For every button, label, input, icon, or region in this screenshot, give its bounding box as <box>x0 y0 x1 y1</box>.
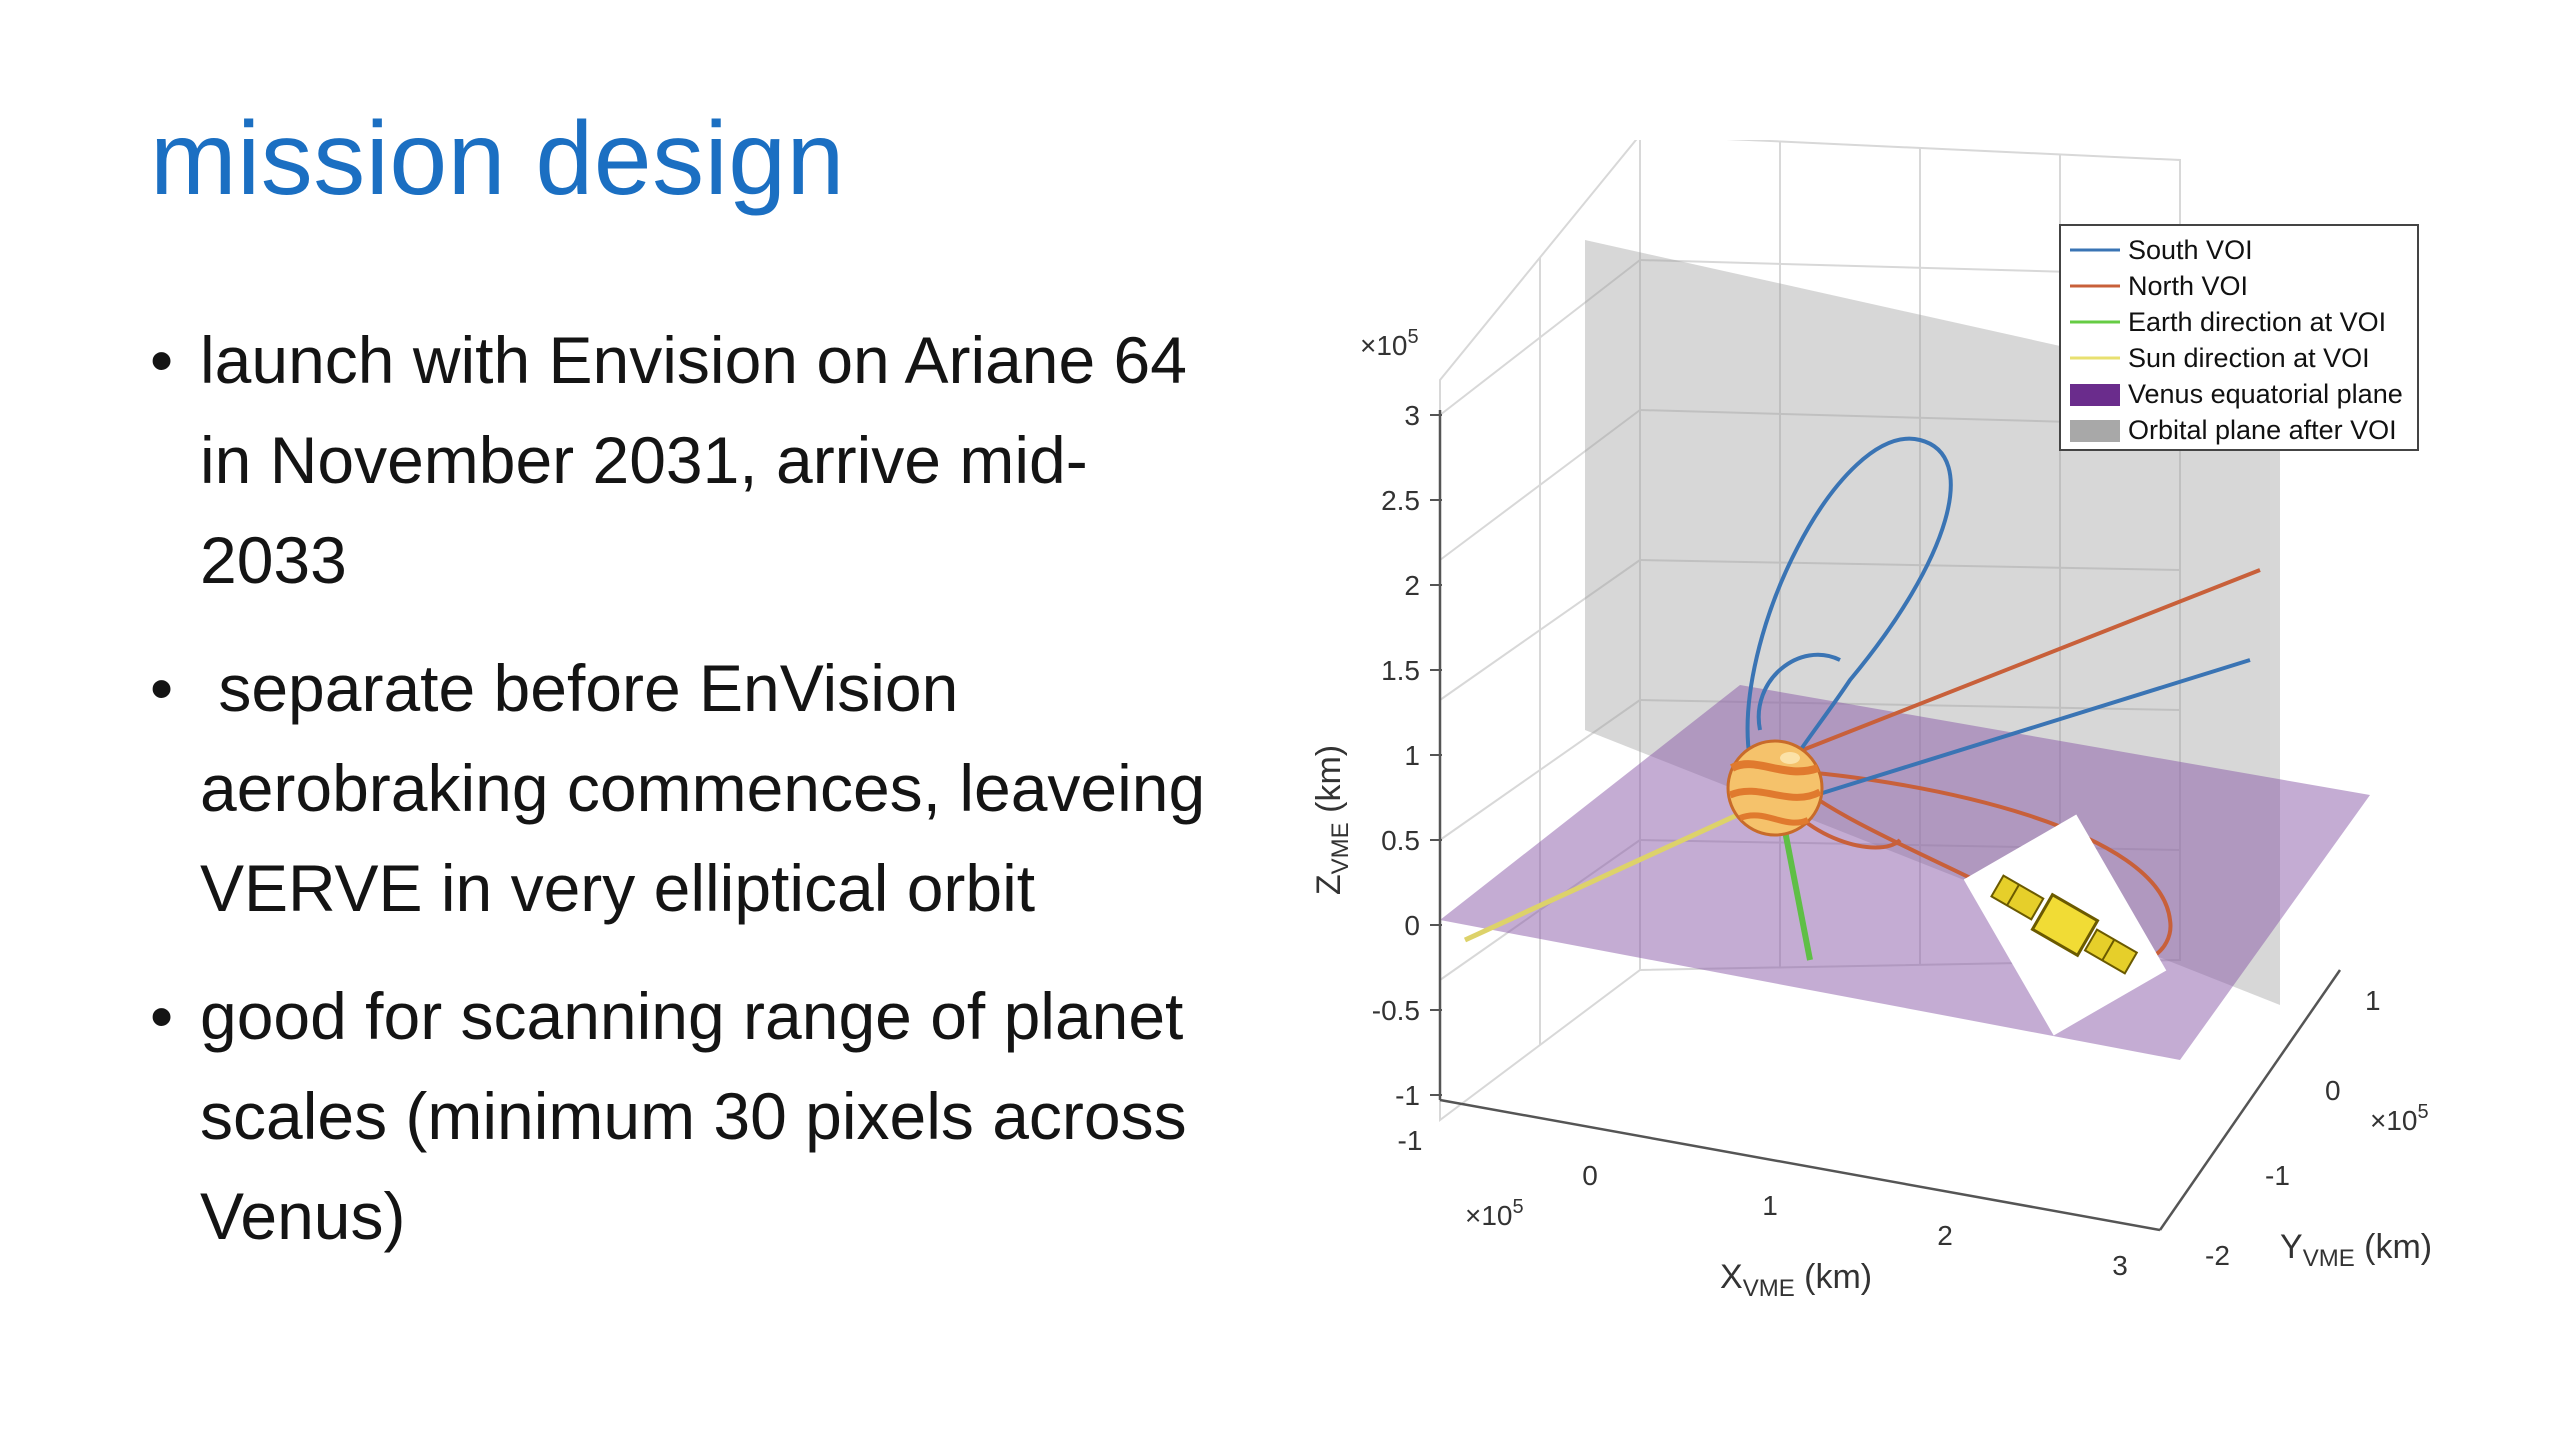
x-axis-multiplier: ×105 <box>1465 1196 1524 1231</box>
bullet-text: separate before EnVision aerobraking com… <box>200 651 1224 925</box>
legend-entry: North VOI <box>2128 271 2248 301</box>
y-axis-multiplier: ×105 <box>2370 1101 2429 1136</box>
y-tick-label: -1 <box>2265 1160 2290 1191</box>
bullet-text: good for scanning range of planet scales… <box>200 979 1187 1253</box>
bullet-marker: • <box>150 979 174 1053</box>
z-tick-label: 1 <box>1404 740 1420 771</box>
x-tick-label: 3 <box>2112 1250 2128 1281</box>
z-tick-label: -0.5 <box>1372 995 1420 1026</box>
legend-entry: Orbital plane after VOI <box>2128 415 2397 445</box>
z-axis-label: ZVME (km) <box>1310 745 1354 895</box>
legend-entry: Earth direction at VOI <box>2128 307 2386 337</box>
legend-entry: South VOI <box>2128 235 2253 265</box>
bullet-list: • launch with Envision on Ariane 64 in N… <box>150 310 1210 1294</box>
x-axis-ticks: -1 0 1 2 3 <box>1398 1125 2128 1281</box>
bullet-text: launch with Envision on Ariane 64 in Nov… <box>200 323 1187 597</box>
z-tick-label: 1.5 <box>1381 655 1420 686</box>
south-voi-trajectory <box>1745 436 2251 802</box>
y-tick-label: 1 <box>2365 985 2381 1016</box>
x-tick-label: 2 <box>1937 1220 1953 1251</box>
x-tick-label: -1 <box>1398 1125 1423 1156</box>
z-tick-label: -1 <box>1395 1080 1420 1111</box>
z-tick-label: 0 <box>1404 910 1420 941</box>
orbit-figure: South VOI North VOI Earth direction at V… <box>1280 140 2510 1320</box>
sun-direction-line <box>1463 797 1772 943</box>
z-tick-label: 3 <box>1404 400 1420 431</box>
bullet-item: • separate before EnVision aerobraking c… <box>150 638 1210 938</box>
y-axis-label: YVME (km) <box>2280 1228 2432 1272</box>
legend: South VOI North VOI Earth direction at V… <box>2059 224 2419 451</box>
y-tick-label: -2 <box>2205 1240 2230 1271</box>
legend-entry: Venus equatorial plane <box>2128 379 2403 409</box>
x-tick-label: 1 <box>1762 1190 1778 1221</box>
satellite-icon <box>1963 814 2167 1036</box>
bullet-item: • launch with Envision on Ariane 64 in N… <box>150 310 1210 610</box>
bullet-marker: • <box>150 323 174 397</box>
z-axis-multiplier: ×105 <box>1360 326 1419 361</box>
venus-icon <box>1726 739 1824 837</box>
y-axis-ticks: 1 0 -1 -2 <box>2205 985 2381 1271</box>
x-axis-label: XVME (km) <box>1720 1258 1872 1302</box>
z-tick-label: 2.5 <box>1381 485 1420 516</box>
z-tick-label: 0.5 <box>1381 825 1420 856</box>
z-tick-label: 2 <box>1404 570 1420 601</box>
x-tick-label: 0 <box>1582 1160 1598 1191</box>
z-tick-marks <box>1430 414 1442 1096</box>
orbit-plot: South VOI North VOI Earth direction at V… <box>1310 140 2432 1302</box>
z-axis-ticks: 3 2.5 2 1.5 1 0.5 0 -0.5 -1 <box>1372 400 1420 1111</box>
bullet-item: • good for scanning range of planet scal… <box>150 966 1210 1266</box>
legend-entry: Sun direction at VOI <box>2128 343 2370 373</box>
bullet-marker: • <box>150 651 174 725</box>
y-tick-label: 0 <box>2325 1075 2341 1106</box>
slide-title: mission design <box>150 101 845 217</box>
